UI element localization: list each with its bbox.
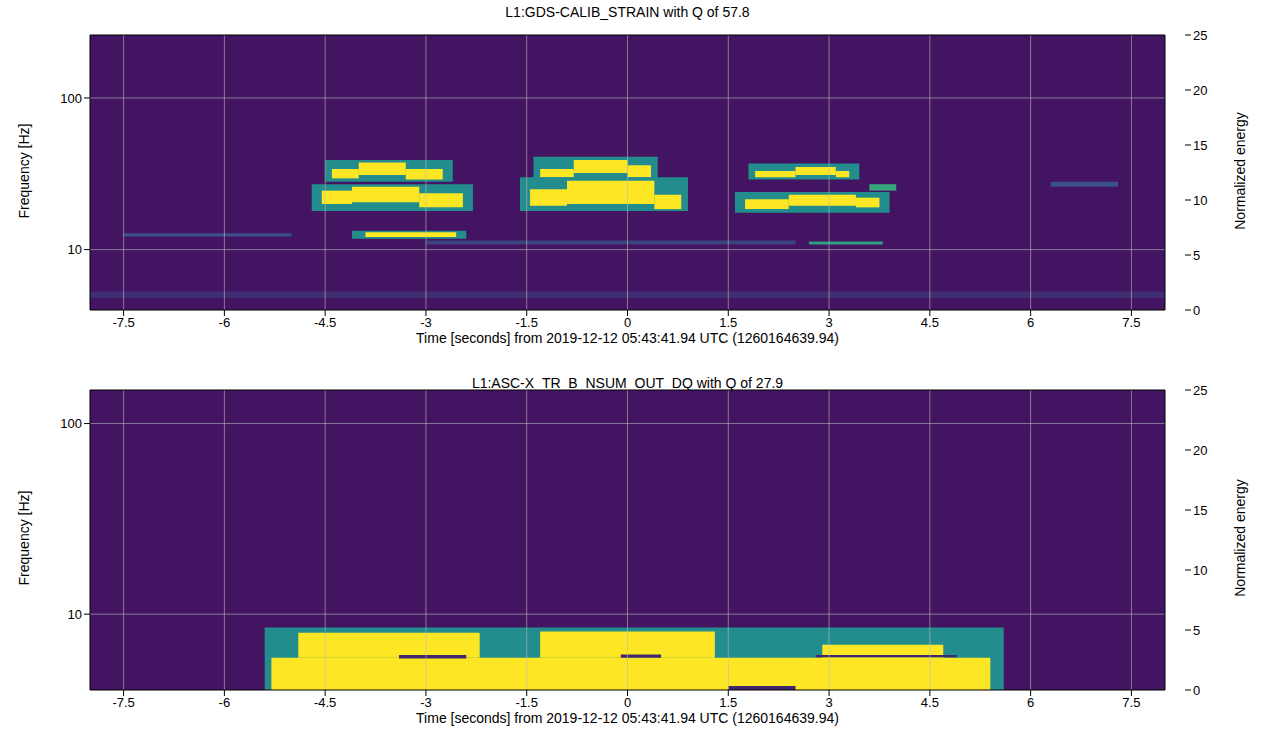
svg-text:-4.5: -4.5 [314, 315, 336, 330]
html-text:L1:ASC-X_TR_B_NSUM_OUT_DQ with: L1:ASC-X_TR_B_NSUM_OUT_DQ with Q of 27.9 [471, 375, 784, 391]
svg-text:100: 100 [60, 416, 82, 431]
svg-text:15: 15 [1193, 138, 1207, 153]
svg-text:-7.5: -7.5 [112, 695, 134, 710]
html-text:Normalized energy: Normalized energy [1232, 479, 1248, 597]
svg-text:-7.5: -7.5 [112, 315, 134, 330]
svg-text:-4.5: -4.5 [314, 695, 336, 710]
html-text:Time [seconds] from 2019-12-12: Time [seconds] from 2019-12-12 05:43:41.… [416, 710, 839, 726]
svg-text:20: 20 [1193, 443, 1207, 458]
svg-text:10: 10 [1193, 563, 1207, 578]
svg-text:4.5: 4.5 [921, 315, 939, 330]
svg-text:1.5: 1.5 [719, 695, 737, 710]
svg-text:100: 100 [60, 91, 82, 106]
svg-text:-1.5: -1.5 [516, 315, 538, 330]
svg-text:6: 6 [1027, 315, 1034, 330]
svg-text:-6: -6 [219, 695, 231, 710]
svg-text:3: 3 [825, 315, 832, 330]
svg-text:6: 6 [1027, 695, 1034, 710]
svg-text:10: 10 [1193, 193, 1207, 208]
svg-text:0: 0 [624, 315, 631, 330]
svg-text:25: 25 [1193, 383, 1207, 398]
svg-text:25: 25 [1193, 28, 1207, 43]
svg-text:3: 3 [825, 695, 832, 710]
html-text:Time [seconds] from 2019-12-12: Time [seconds] from 2019-12-12 05:43:41.… [416, 330, 839, 346]
svg-text:7.5: 7.5 [1122, 695, 1140, 710]
html-text:Frequency [Hz]: Frequency [Hz] [16, 490, 32, 586]
svg-text:5: 5 [1193, 248, 1200, 263]
html-text:Normalized energy: Normalized energy [1232, 111, 1248, 230]
html-text:Frequency [Hz]: Frequency [Hz] [16, 123, 32, 218]
svg-text:-1.5: -1.5 [516, 695, 538, 710]
html-text:L1:GDS-CALIB_STRAIN with Q of: L1:GDS-CALIB_STRAIN with Q of 57.8 [505, 4, 750, 20]
svg-text:1.5: 1.5 [719, 315, 737, 330]
svg-text:10: 10 [68, 242, 82, 257]
svg-text:15: 15 [1193, 503, 1207, 518]
svg-text:-6: -6 [219, 315, 231, 330]
svg-text:0: 0 [1193, 683, 1200, 698]
svg-text:20: 20 [1193, 83, 1207, 98]
svg-text:-3: -3 [420, 315, 432, 330]
svg-text:5: 5 [1193, 623, 1200, 638]
svg-text:0: 0 [624, 695, 631, 710]
svg-text:4.5: 4.5 [921, 695, 939, 710]
svg-text:7.5: 7.5 [1122, 315, 1140, 330]
svg-text:0: 0 [1193, 303, 1200, 318]
svg-text:-3: -3 [420, 695, 432, 710]
svg-text:10: 10 [68, 607, 82, 622]
